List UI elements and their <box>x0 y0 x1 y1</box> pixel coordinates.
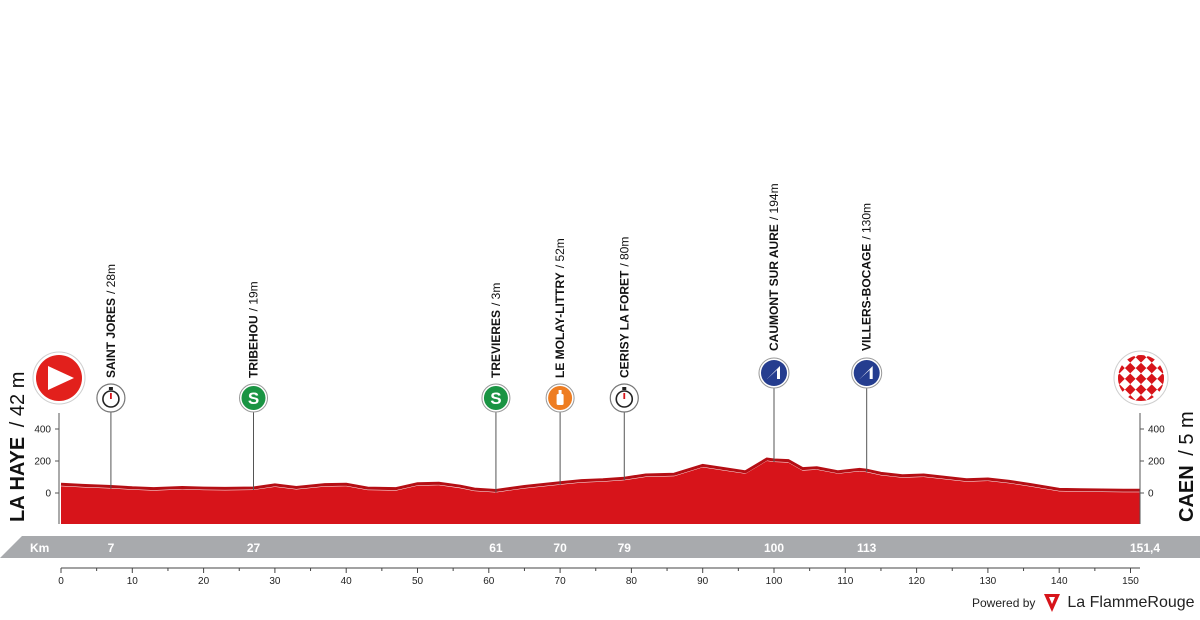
waypoint-name: TREVIERES <box>489 310 503 378</box>
finish-marker-group: CAEN / 5 m <box>1113 350 1198 522</box>
km-checkpoint-label: 7 <box>108 541 115 555</box>
y-axis-right: 0 200 400 <box>1139 413 1165 524</box>
km-checkpoint-label: 79 <box>618 541 632 555</box>
waypoint-name: CERISY LA FORET <box>617 270 631 378</box>
x-tick-label: 60 <box>483 576 495 587</box>
powered-by-text: Powered by <box>972 596 1036 610</box>
y-tick-label-left: 200 <box>34 457 51 468</box>
brand-name: La FlammeRouge <box>1067 594 1195 611</box>
km-checkpoint-label: 61 <box>489 541 503 555</box>
x-tick-label: 140 <box>1051 576 1068 587</box>
waypoint-cerisy-la-foret: CERISY LA FORET / 80m <box>609 237 639 481</box>
sprint-s-icon: S <box>481 383 511 413</box>
km-checkpoint-label: 113 <box>857 541 877 555</box>
waypoint-altitude: / 3m <box>489 283 503 306</box>
profile-shadow-band <box>60 457 1141 493</box>
waypoint-altitude: / 80m <box>617 237 631 267</box>
waypoint-villers-bocage: VILLERS-BOCAGE / 130m <box>851 203 883 473</box>
waypoint-name: SAINT JORES <box>104 298 118 378</box>
y-tick-label-right: 0 <box>1148 489 1154 500</box>
y-tick-label-left: 400 <box>34 425 51 436</box>
stopwatch-icon <box>609 383 639 413</box>
waypoint-tribehou: S TRIBEHOU / 19m <box>239 281 269 490</box>
start-name: LA HAYE <box>7 437 29 522</box>
x-tick-label: 100 <box>766 576 783 587</box>
start-label: LA HAYE / 42 m <box>7 372 29 522</box>
waypoint-le-molay-littry: LE MOLAY-LITTRY / 52m <box>545 238 575 485</box>
finish-name: CAEN <box>1176 465 1198 522</box>
waypoints: SAINT JORES / 28m S TRIBEHOU / 19m S TREVIERES… <box>96 183 883 493</box>
x-tick-label: 20 <box>198 576 210 587</box>
km-checkpoint-label: 70 <box>553 541 567 555</box>
waypoint-saint-jores: SAINT JORES / 28m <box>96 264 126 489</box>
x-axis-ticks: 0 10 20 30 40 50 60 70 80 90 100 110 120 130 140 150 <box>58 568 1139 587</box>
km-checkpoint-label: 27 <box>247 541 261 555</box>
x-tick-label: 0 <box>58 576 64 587</box>
x-tick-label: 10 <box>127 576 139 587</box>
y-axis-left: 0 200 400 <box>34 413 60 524</box>
x-tick-label: 80 <box>626 576 638 587</box>
waypoint-caumont-sur-aure: CAUMONT SUR AURE / 194m <box>758 183 790 462</box>
waypoint-label: CAUMONT SUR AURE / 194m <box>767 183 781 351</box>
profile-area <box>61 461 1141 524</box>
sprint-s-icon: S <box>239 383 269 413</box>
waypoint-label: CERISY LA FORET / 80m <box>617 237 631 378</box>
waypoint-label: LE MOLAY-LITTRY / 52m <box>553 238 567 378</box>
x-tick-label: 70 <box>555 576 567 587</box>
x-tick-label: 110 <box>837 576 853 587</box>
y-tick-label-right: 400 <box>1148 425 1165 436</box>
waypoint-altitude: / 19m <box>247 281 261 311</box>
x-tick-label: 50 <box>412 576 424 587</box>
waypoint-name: VILLERS-BOCAGE <box>860 244 874 351</box>
stopwatch-icon <box>96 383 126 413</box>
waypoint-altitude: / 130m <box>860 203 874 240</box>
x-tick-label: 150 <box>1122 576 1139 587</box>
waypoint-name: LE MOLAY-LITTRY <box>553 272 567 378</box>
finish-distance: 151,4 <box>1130 541 1160 555</box>
x-axis: 0 10 20 30 40 50 60 70 80 90 100 110 120 130 140 150 <box>58 567 1140 587</box>
start-altitude: / 42 m <box>7 372 29 428</box>
y-tick-label-left: 0 <box>45 489 51 500</box>
climb-arrow-icon <box>851 357 883 389</box>
x-tick-label: 120 <box>908 576 925 587</box>
play-icon <box>48 366 74 390</box>
climb-arrow-icon <box>758 357 790 389</box>
x-tick-label: 130 <box>980 576 997 587</box>
elevation-profile <box>60 457 1141 524</box>
waypoint-altitude: / 28m <box>104 264 118 294</box>
km-bar-label: Km <box>30 541 49 555</box>
feed-bottle-icon <box>545 383 575 413</box>
svg-text:S: S <box>490 389 501 408</box>
finish-label: CAEN / 5 m <box>1176 411 1198 522</box>
x-tick-label: 40 <box>341 576 353 587</box>
x-tick-label: 90 <box>697 576 709 587</box>
flamme-rouge-logo-icon <box>1044 594 1061 612</box>
finish-altitude: / 5 m <box>1176 411 1198 455</box>
y-tick-label-right: 200 <box>1148 457 1165 468</box>
x-tick-label: 30 <box>269 576 281 587</box>
waypoint-label: VILLERS-BOCAGE / 130m <box>860 203 874 351</box>
waypoint-label: TREVIERES / 3m <box>489 283 503 378</box>
waypoint-label: TRIBEHOU / 19m <box>247 281 261 378</box>
km-bar-background <box>0 536 1200 558</box>
brand-footer: Powered by La FlammeRouge <box>972 592 1195 614</box>
start-marker-group: LA HAYE / 42 m <box>7 351 86 522</box>
waypoint-trevieres: S TREVIERES / 3m <box>481 283 511 493</box>
waypoint-name: TRIBEHOU <box>247 315 261 378</box>
waypoint-name: CAUMONT SUR AURE <box>767 224 781 351</box>
svg-text:S: S <box>248 389 259 408</box>
km-checkpoint-label: 100 <box>764 541 784 555</box>
km-bar: Km 7 27 61 70 79 100 113 151,4 <box>0 536 1200 558</box>
waypoint-altitude: / 194m <box>767 183 781 220</box>
km-checkpoint-labels: 7 27 61 70 79 100 113 <box>108 541 877 555</box>
waypoint-label: SAINT JORES / 28m <box>104 264 118 378</box>
waypoint-altitude: / 52m <box>553 238 567 268</box>
